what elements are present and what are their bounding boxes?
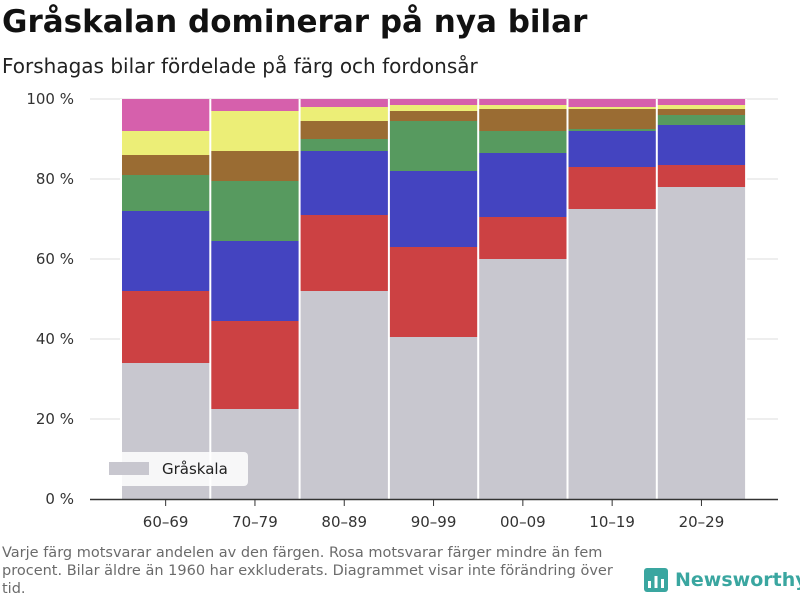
bar-segment — [567, 107, 657, 109]
bar-segment — [656, 187, 747, 499]
x-tick-label: 00–09 — [500, 513, 546, 531]
bar-chart-icon — [644, 568, 668, 592]
stacked-bar-chart: 0 % 20 % 40 % 60 % 80 % 100 % 60–69 70–79 80–89 9… — [26, 90, 778, 531]
bar-segment — [299, 151, 389, 215]
brand-name: Newsworthy — [675, 569, 800, 591]
bar-segment — [567, 109, 657, 129]
x-tick-label: 70–79 — [232, 513, 278, 531]
bar-segment — [210, 181, 300, 241]
bar-segment — [478, 217, 568, 259]
bar-segment — [567, 99, 657, 107]
bar-segment — [121, 211, 211, 291]
bar-segment — [656, 165, 747, 187]
y-tick-label: 20 % — [36, 410, 74, 428]
bar-segment — [388, 105, 479, 111]
bar-segment — [121, 155, 211, 175]
bar-segment — [567, 129, 657, 131]
bar-segment — [121, 291, 211, 363]
y-tick-label: 0 % — [45, 490, 74, 508]
bar-segment — [656, 125, 747, 165]
bar-segment — [388, 171, 479, 247]
bar-segment — [388, 121, 479, 171]
legend-label: Gråskala — [162, 460, 228, 478]
x-tick-label: 60–69 — [143, 513, 189, 531]
footnote: Varje färg motsvarar andelen av den färg… — [2, 545, 613, 597]
y-tick-label: 60 % — [36, 250, 74, 268]
y-tick-label: 40 % — [36, 330, 74, 348]
chart-subtitle: Forshagas bilar fördelade på färg och fo… — [2, 54, 478, 78]
bar-segment — [121, 99, 211, 131]
bar-segment — [478, 105, 568, 109]
bar-segment — [388, 337, 479, 499]
legend-box — [101, 452, 248, 486]
x-tick-label: 90–99 — [411, 513, 457, 531]
bar-segment — [656, 105, 747, 109]
bar-segment — [388, 111, 479, 121]
bar-segment — [656, 109, 747, 115]
bar-segment — [478, 99, 568, 105]
bar-segment — [656, 115, 747, 125]
x-tick-label: 80–89 — [321, 513, 367, 531]
bar-segment — [478, 153, 568, 217]
bar-segment — [299, 99, 389, 107]
bar-segment — [121, 175, 211, 211]
bar-segment — [121, 131, 211, 155]
bar-segment — [478, 109, 568, 131]
bar-segment — [567, 209, 657, 499]
bar-segment — [210, 99, 300, 111]
bar-segment — [299, 121, 389, 139]
bar-segment — [567, 167, 657, 209]
bar-segment — [656, 99, 747, 105]
bar-segment — [299, 107, 389, 121]
y-tick-label: 80 % — [36, 170, 74, 188]
y-tick-label: 100 % — [26, 90, 74, 108]
bar-segment — [567, 131, 657, 167]
bar-segment — [299, 291, 389, 499]
chart-title: Gråskalan dominerar på nya bilar — [2, 4, 588, 40]
bar-segment — [210, 321, 300, 409]
x-tick-label: 20–29 — [679, 513, 725, 531]
x-tick-label: 10–19 — [589, 513, 635, 531]
legend-swatch — [109, 462, 149, 475]
bar-segment — [210, 241, 300, 321]
bar-segment — [478, 131, 568, 153]
bar-segment — [299, 139, 389, 151]
bar-segment — [299, 215, 389, 291]
bar-segment — [210, 151, 300, 181]
bar-segment — [478, 259, 568, 499]
bar-segment — [388, 99, 479, 105]
brand-logo: Newsworthy — [644, 568, 800, 592]
bar-segment — [210, 111, 300, 151]
bar-segment — [388, 247, 479, 337]
